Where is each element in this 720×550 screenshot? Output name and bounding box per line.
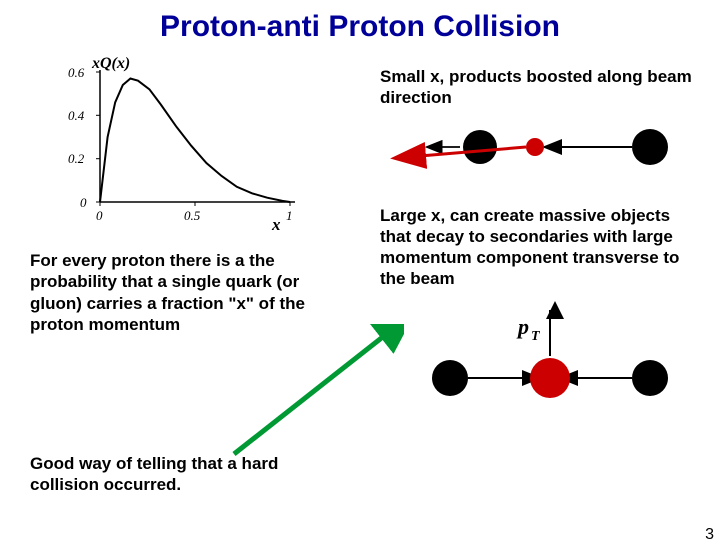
- page-title: Proton-anti Proton Collision: [0, 10, 720, 44]
- svg-text:0.2: 0.2: [68, 151, 85, 166]
- left-caption: For every proton there is a the probabil…: [30, 250, 340, 335]
- small-x-diagram: [380, 117, 680, 177]
- pdf-chart: xQ(x) 0 0.2 0.4 0.6 0 0.5 1: [40, 52, 310, 232]
- svg-text:0.6: 0.6: [68, 65, 85, 80]
- page-number: 3: [705, 526, 714, 544]
- chart-svg: xQ(x) 0 0.2 0.4 0.6 0 0.5 1: [40, 52, 310, 232]
- svg-text:1: 1: [286, 208, 293, 223]
- svg-text:0: 0: [80, 195, 87, 210]
- large-x-diagram: p T: [380, 296, 680, 416]
- svg-text:0: 0: [96, 208, 103, 223]
- right-column: Small x, products boosted along beam dir…: [380, 52, 700, 416]
- small-x-caption: Small x, products boosted along beam dir…: [380, 66, 700, 109]
- svg-text:0.4: 0.4: [68, 108, 85, 123]
- bottom-caption: Good way of telling that a hard collisio…: [30, 453, 330, 496]
- left-column: xQ(x) 0 0.2 0.4 0.6 0 0.5 1: [30, 52, 340, 341]
- svg-text:0.5: 0.5: [184, 208, 201, 223]
- green-arrow-icon: [224, 324, 404, 464]
- svg-text:T: T: [531, 329, 541, 344]
- content-area: xQ(x) 0 0.2 0.4 0.6 0 0.5 1: [0, 52, 720, 532]
- svg-text:x: x: [271, 215, 281, 232]
- svg-text:xQ(x): xQ(x): [91, 55, 130, 72]
- svg-text:p: p: [516, 314, 529, 339]
- large-x-caption: Large x, can create massive objects that…: [380, 205, 700, 290]
